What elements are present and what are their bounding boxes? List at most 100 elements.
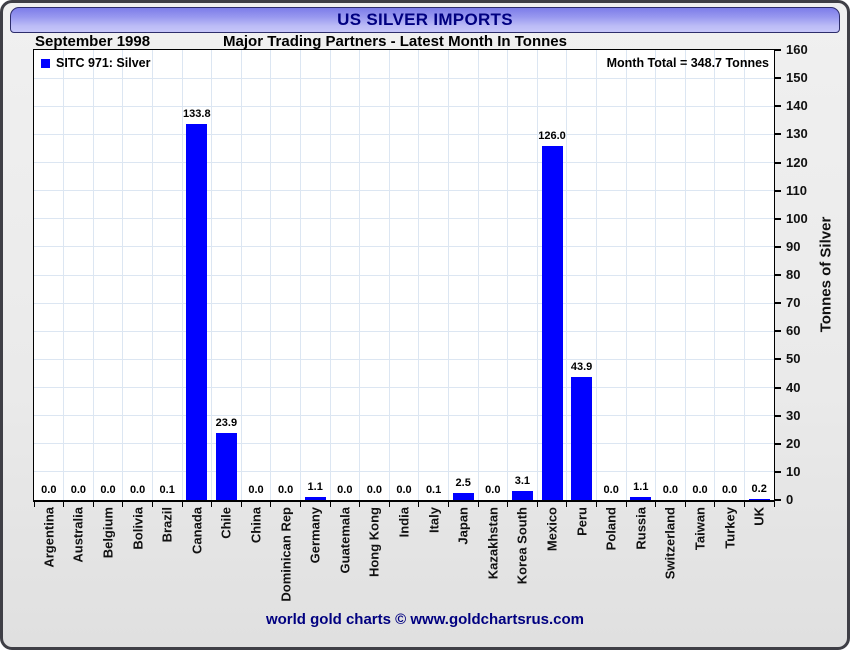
value-label-switzerland: 0.0 bbox=[662, 484, 679, 496]
x-axis-label-text: China bbox=[248, 507, 264, 544]
y-axis-tick bbox=[775, 217, 781, 220]
bar-mexico bbox=[541, 146, 563, 500]
x-axis-label-hong-kong: Hong Kong bbox=[360, 507, 390, 625]
y-axis-tick bbox=[775, 49, 781, 51]
x-axis-label-text: India bbox=[396, 507, 412, 538]
x-axis-label-kazakhstan: Kazakhstan bbox=[478, 507, 508, 625]
x-axis-label-text: UK bbox=[751, 507, 767, 526]
bar-peru bbox=[571, 377, 593, 500]
x-axis-tick bbox=[92, 502, 94, 507]
value-label-india: 0.0 bbox=[396, 484, 412, 496]
x-axis-label-text: Kazakhstan bbox=[485, 507, 501, 580]
x-axis-tick bbox=[743, 502, 745, 507]
gridline-vertical bbox=[625, 50, 627, 500]
x-axis-label-text: Poland bbox=[603, 507, 619, 551]
y-axis-tick bbox=[775, 245, 781, 248]
y-tick-label: 130 bbox=[786, 126, 808, 142]
gridline-horizontal bbox=[34, 387, 774, 388]
x-axis-tick bbox=[151, 502, 153, 507]
footer-credit: world gold charts © www.goldchartsrus.co… bbox=[265, 611, 585, 628]
gridline-horizontal bbox=[34, 133, 774, 135]
gridline-horizontal bbox=[34, 443, 774, 445]
x-axis-label-text: Bolivia bbox=[130, 507, 146, 550]
x-axis-tick bbox=[773, 502, 775, 507]
gridline-horizontal bbox=[34, 77, 774, 79]
y-tick-label: 80 bbox=[786, 267, 801, 282]
x-axis-label-text: Peru bbox=[574, 507, 590, 536]
x-axis-label-text: Taiwan bbox=[692, 507, 708, 551]
x-axis-label-canada: Canada bbox=[182, 507, 212, 625]
gridline-vertical bbox=[595, 50, 597, 500]
gridline-vertical bbox=[477, 50, 479, 500]
bar-russia bbox=[630, 497, 652, 500]
gridline-vertical bbox=[566, 50, 568, 500]
y-tick-label: 160 bbox=[786, 42, 808, 57]
x-axis-tick bbox=[240, 502, 242, 507]
bar-korea-south bbox=[511, 491, 533, 500]
gridline-vertical bbox=[240, 50, 242, 500]
x-axis-tick bbox=[536, 502, 538, 507]
x-axis-label-text: Switzerland bbox=[662, 507, 678, 580]
y-tick-label: 110 bbox=[786, 182, 807, 198]
gridline-vertical bbox=[211, 50, 213, 500]
gridline-horizontal bbox=[34, 246, 774, 248]
value-label-canada: 133.8 bbox=[183, 108, 211, 120]
gridline-vertical bbox=[536, 50, 538, 500]
x-axis-tick bbox=[211, 502, 213, 507]
x-axis-tick bbox=[63, 502, 65, 507]
gridline-vertical bbox=[329, 50, 331, 500]
value-label-hong-kong: 0.0 bbox=[366, 484, 383, 496]
page-title: US SILVER IMPORTS bbox=[337, 10, 513, 29]
gridline-vertical bbox=[655, 50, 657, 500]
x-axis-label-guatemala: Guatemala bbox=[330, 507, 360, 625]
x-axis-label-korea-south: Korea South bbox=[508, 507, 538, 625]
x-axis-label-india: India bbox=[389, 507, 419, 625]
month-total-annotation: Month Total = 348.7 Tonnes bbox=[606, 56, 769, 70]
y-tick-label: 40 bbox=[786, 379, 801, 395]
y-tick-label: 100 bbox=[786, 210, 808, 226]
value-label-italy: 0.1 bbox=[425, 484, 442, 496]
y-axis-tick bbox=[775, 414, 781, 417]
x-axis-label-poland: Poland bbox=[596, 507, 626, 625]
value-label-korea-south: 3.1 bbox=[514, 475, 531, 487]
x-axis-label-text: Belgium bbox=[100, 507, 116, 559]
chart-subtitle: Major Trading Partners - Latest Month In… bbox=[223, 33, 567, 50]
gridline-vertical bbox=[63, 50, 65, 500]
value-label-australia: 0.0 bbox=[70, 484, 87, 496]
x-axis-label-bolivia: Bolivia bbox=[123, 507, 153, 625]
gridline-horizontal bbox=[34, 302, 774, 304]
y-tick-label: 20 bbox=[786, 435, 801, 451]
x-axis-label-text: Mexico bbox=[544, 507, 560, 552]
gridline-vertical bbox=[299, 50, 301, 500]
x-axis-tick bbox=[181, 502, 183, 507]
y-tick-label: 140 bbox=[786, 98, 808, 114]
value-label-dominican-rep: 0.0 bbox=[277, 484, 294, 496]
value-label-bolivia: 0.0 bbox=[129, 484, 146, 496]
x-axis-label-dominican-rep: Dominican Rep bbox=[271, 507, 301, 625]
x-axis-tick bbox=[270, 502, 272, 507]
gridline-vertical bbox=[92, 50, 94, 500]
gridline-vertical bbox=[507, 50, 509, 500]
y-axis-tick bbox=[775, 386, 781, 389]
x-axis-label-china: China bbox=[241, 507, 271, 625]
gridline-vertical bbox=[743, 50, 745, 500]
gridline-horizontal bbox=[34, 162, 774, 163]
y-tick-label: 50 bbox=[786, 351, 801, 367]
x-axis-label-switzerland: Switzerland bbox=[656, 507, 686, 625]
value-label-belgium: 0.0 bbox=[100, 484, 116, 496]
x-axis-tick bbox=[359, 502, 361, 507]
y-tick-label: 70 bbox=[786, 295, 801, 311]
y-tick-label: 30 bbox=[786, 407, 801, 423]
x-axis-label-germany: Germany bbox=[300, 507, 330, 625]
y-axis-tick bbox=[775, 105, 781, 108]
x-axis-label-taiwan: Taiwan bbox=[685, 507, 715, 625]
x-axis-label-belgium: Belgium bbox=[93, 507, 123, 625]
bar-chile bbox=[215, 433, 237, 500]
x-axis-label-text: Canada bbox=[189, 507, 205, 554]
y-axis-tick bbox=[775, 274, 781, 276]
y-axis-tick bbox=[775, 330, 781, 333]
gridline-horizontal bbox=[34, 218, 774, 220]
value-label-russia: 1.1 bbox=[633, 481, 649, 493]
y-axis-tick bbox=[775, 442, 781, 445]
x-axis-label-text: Argentina bbox=[41, 507, 57, 568]
